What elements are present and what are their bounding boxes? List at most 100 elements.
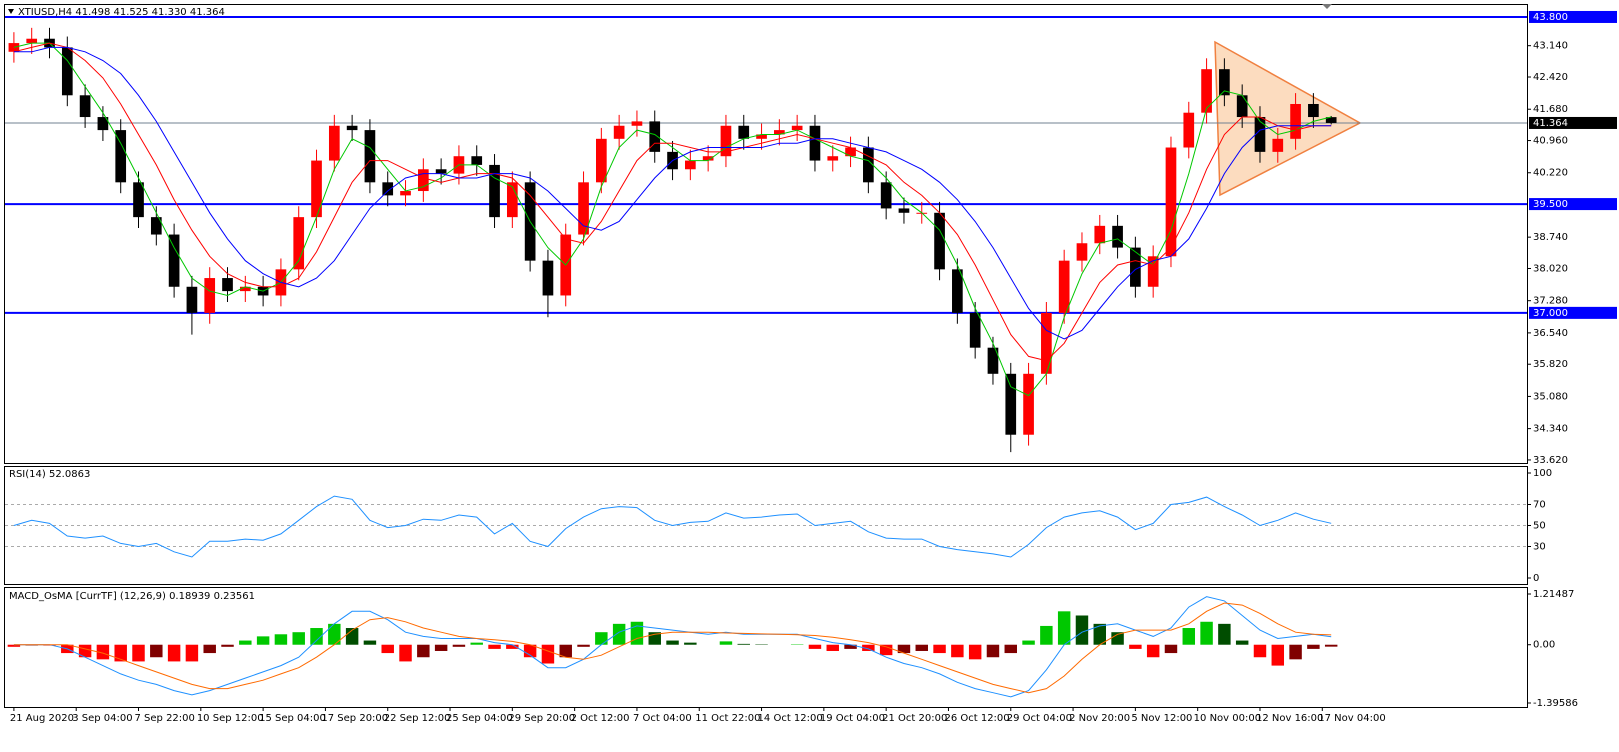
osma-bar	[381, 644, 394, 654]
osma-bar	[577, 644, 590, 647]
macd-panel	[4, 587, 1528, 708]
candle-body	[756, 134, 767, 139]
candle-body	[186, 286, 198, 313]
osma-bar	[666, 640, 679, 645]
price-title: XTIUSD,H4 41.498 41.525 41.330 41.364	[18, 7, 225, 18]
osma-bar	[1004, 644, 1017, 654]
candle-body	[382, 182, 394, 196]
shift-marker	[1322, 4, 1332, 9]
level-label: 37.000	[1533, 308, 1568, 319]
candle-body	[934, 212, 945, 270]
candle-body	[222, 278, 233, 292]
y-tick-label: 0.00	[1533, 640, 1555, 651]
candle-body	[827, 156, 839, 161]
candle-body	[631, 121, 643, 126]
osma-bar	[417, 644, 430, 658]
level-label-box	[1529, 306, 1617, 319]
candle-body	[720, 125, 732, 157]
osma-bar	[1093, 623, 1107, 645]
y-tick-label: 43.140	[1533, 41, 1568, 52]
level-label-box	[1529, 198, 1617, 211]
candle-body	[115, 130, 127, 183]
candle-body	[649, 121, 661, 152]
y-tick-label: 33.620	[1533, 455, 1568, 466]
x-tick-label: 21 Oct 20:00	[882, 713, 947, 724]
osma-bar	[1200, 621, 1213, 645]
osma-bar	[808, 644, 822, 649]
osma-bar	[274, 634, 288, 645]
osma-bar	[933, 644, 946, 654]
y-tick-label: 70	[1533, 500, 1546, 511]
osma-bar	[1218, 623, 1231, 645]
osma-bar	[470, 642, 483, 645]
osma-bar	[1235, 640, 1249, 645]
osma-bar	[986, 644, 1000, 658]
candle-body	[26, 38, 38, 44]
candle-body	[328, 125, 340, 161]
candle-body	[1308, 103, 1319, 118]
y-tick-label: 50	[1533, 521, 1546, 532]
candle-body	[204, 278, 216, 313]
osma-bar	[1075, 615, 1089, 645]
candle-body	[364, 130, 376, 183]
osma-bar	[488, 644, 501, 649]
series-line	[13, 42, 1332, 362]
candle-body	[898, 208, 910, 213]
osma-bar	[1111, 632, 1124, 645]
candle-body	[809, 125, 821, 161]
osma-bar	[915, 644, 928, 651]
osma-bar	[1324, 644, 1338, 647]
osma-bar	[506, 644, 519, 649]
osma-bar	[399, 644, 412, 662]
osma-bar	[737, 643, 750, 645]
candle-body	[774, 130, 785, 135]
x-tick-label: 2 Nov 20:00	[1069, 713, 1130, 724]
rsi-title: RSI(14) 52.0863	[9, 469, 90, 480]
candle-body	[863, 147, 874, 183]
macd-title: MACD_OsMA [CurrTF] (12,26,9) 0.18939 0.2…	[9, 591, 255, 602]
last-price-box	[1529, 116, 1617, 129]
osma-bar	[239, 640, 252, 645]
candle-body	[845, 147, 856, 157]
series-line	[13, 495, 1332, 558]
osma-bar	[292, 632, 305, 645]
y-tick-label: 36.540	[1533, 328, 1568, 339]
osma-bar	[951, 644, 964, 658]
osma-bar	[452, 644, 466, 647]
candle-body	[1094, 225, 1106, 244]
x-tick-label: 10 Sep 12:00	[197, 713, 264, 724]
x-tick-label: 29 Sep 20:00	[508, 713, 575, 724]
candle-body	[1147, 256, 1159, 287]
candle-body	[8, 43, 20, 52]
y-tick-label: 100	[1533, 468, 1552, 479]
candle-body	[293, 217, 305, 270]
y-tick-label: 40.960	[1533, 136, 1568, 147]
candle-body	[969, 312, 981, 348]
level-label: 39.500	[1533, 199, 1568, 210]
candle-body	[1023, 373, 1034, 435]
osma-bar	[968, 644, 982, 660]
x-tick-label: 2 Oct 12:00	[571, 713, 630, 724]
y-tick-label: 40.220	[1533, 168, 1568, 179]
osma-bar	[612, 623, 626, 645]
y-tick-label: 37.280	[1533, 296, 1568, 307]
candle-body	[1058, 260, 1070, 313]
candle-body	[685, 160, 696, 170]
candle-body	[1165, 147, 1177, 257]
osma-bar	[559, 644, 572, 658]
candle-body	[1041, 312, 1052, 374]
candle-body	[1183, 112, 1195, 148]
x-tick-label: 26 Oct 12:00	[944, 713, 1009, 724]
osma-bar	[1253, 644, 1267, 658]
triangle-pattern	[1214, 40, 1362, 197]
candle-body	[1005, 373, 1017, 435]
osma-bar	[96, 644, 110, 660]
osma-bar	[1271, 644, 1285, 666]
candle-body	[1130, 247, 1141, 287]
y-tick-label: 34.340	[1533, 424, 1568, 435]
candle-body	[133, 182, 144, 218]
level-label: 43.800	[1533, 12, 1568, 23]
x-tick-label: 3 Sep 04:00	[72, 713, 132, 724]
candle-body	[61, 47, 73, 96]
